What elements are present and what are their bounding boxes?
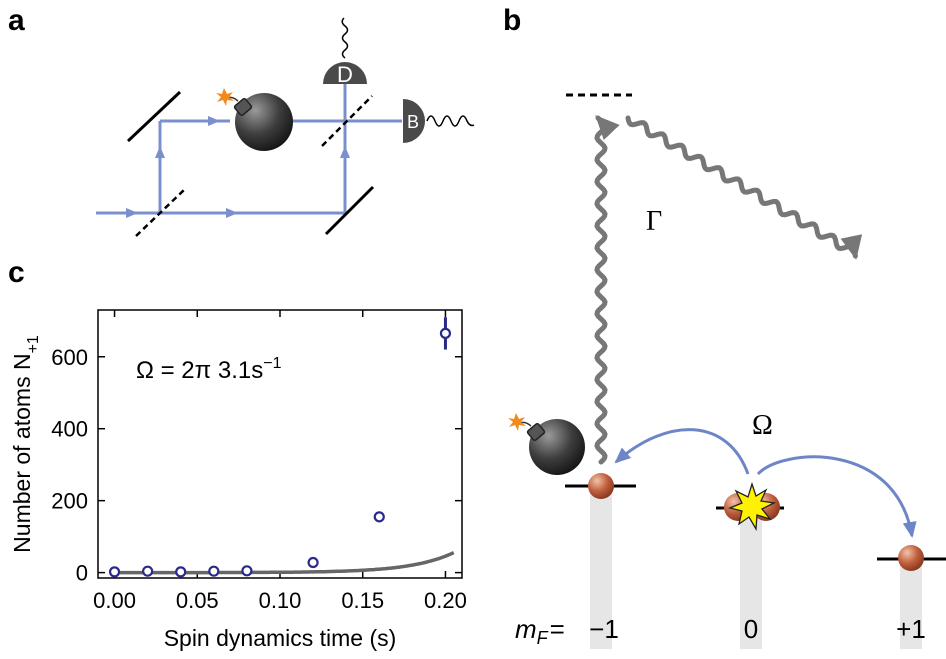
- level-column: [900, 559, 922, 649]
- y-tick-label: 200: [51, 489, 88, 514]
- mf-value-minus1: −1: [589, 614, 619, 644]
- decay-wave-arrow: [625, 115, 863, 260]
- atom-number-chart: 0.00 0.05 0.10 0.15 0.20 0 200 400 600 Ω = 2π 3.…: [9, 309, 467, 651]
- omega-label: Ω: [752, 410, 773, 441]
- y-tick-label: 600: [51, 345, 88, 370]
- signal-squiggle: [341, 17, 349, 59]
- x-tick-label: 0.05: [176, 588, 219, 613]
- signal-squiggle: [426, 115, 475, 127]
- data-point: [241, 565, 253, 577]
- mirror: [324, 185, 375, 236]
- mf-value-plus1: +1: [896, 614, 926, 644]
- y-tick-label: 0: [76, 561, 88, 586]
- detector-d: D: [323, 17, 367, 87]
- bomb-icon: [508, 413, 585, 475]
- transition-arrow-right: [756, 455, 917, 538]
- data-point: [142, 565, 154, 577]
- atom: [588, 473, 614, 499]
- x-tick-label: 0.10: [259, 588, 302, 613]
- data-point: [108, 566, 121, 578]
- panel-label-b: b: [503, 4, 521, 37]
- level-diagram: Γ Ω mF= −1 0 +1: [508, 93, 946, 649]
- x-tick-label: 0.15: [341, 588, 384, 613]
- interferometer-diagram: D B: [96, 17, 475, 237]
- data-points: [108, 317, 452, 578]
- detector-d-label: D: [337, 62, 353, 87]
- x-tick-label: 0.20: [424, 588, 467, 613]
- plot-frame: [97, 309, 463, 579]
- data-point: [175, 566, 187, 578]
- beam-splitter: [321, 95, 373, 147]
- bomb-icon: [216, 88, 293, 151]
- excitation-wave-arrow: [594, 115, 620, 465]
- collision-burst-icon: [727, 481, 777, 532]
- level-column: [590, 488, 612, 649]
- beam-direction-arrows: [110, 116, 350, 218]
- detector-b: B: [403, 99, 475, 143]
- y-axis-title: Number of atoms N+1: [9, 335, 42, 553]
- y-tick-label: 400: [51, 417, 88, 442]
- fit-curve: [114, 551, 455, 575]
- atom: [898, 545, 924, 571]
- x-tick-label: 0.00: [93, 588, 136, 613]
- mf-value-0: 0: [744, 614, 758, 644]
- omega-annotation: Ω = 2π 3.1s−1: [136, 355, 282, 384]
- data-point: [307, 556, 319, 569]
- gamma-label: Γ: [646, 206, 662, 237]
- data-point: [439, 327, 452, 339]
- x-axis-title: Spin dynamics time (s): [164, 625, 397, 651]
- data-point: [208, 565, 220, 577]
- panel-label-a: a: [8, 4, 25, 37]
- level-column: [740, 506, 762, 649]
- panel-label-c: c: [8, 256, 25, 289]
- detector-b-label: B: [407, 112, 419, 132]
- data-point: [373, 511, 385, 523]
- beam-splitter: [135, 189, 185, 237]
- transition-arrow-left: [614, 428, 750, 475]
- mirror: [126, 90, 182, 143]
- axis-ticks: 0.00 0.05 0.10 0.15 0.20 0 200 400 600: [51, 310, 467, 613]
- mf-label: mF=: [515, 614, 565, 648]
